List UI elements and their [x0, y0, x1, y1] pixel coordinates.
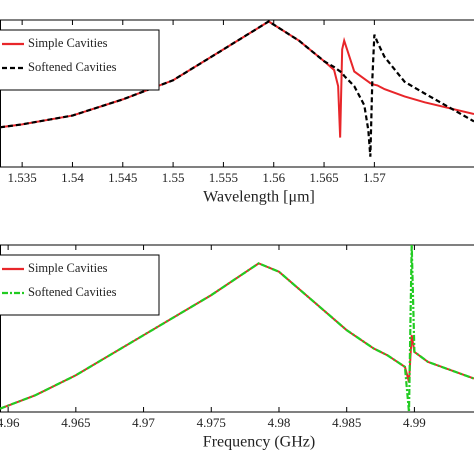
plot-area	[0, 244, 474, 413]
plot-area	[0, 19, 474, 168]
lines	[0, 244, 474, 413]
legend-label: Simple Cavities	[28, 36, 108, 50]
legend-label: Softened Cavities	[28, 285, 117, 299]
x-tick-label: 1.535	[8, 170, 37, 185]
lines	[0, 20, 474, 157]
series-line	[0, 20, 474, 157]
legend-box	[0, 29, 160, 91]
x-tick-label: 4.97	[132, 415, 155, 430]
x-tick-label: 4.985	[332, 415, 361, 430]
x-tick-label: 4.99	[403, 415, 426, 430]
legend-label: Softened Cavities	[28, 60, 117, 74]
x-tick-label: 4.965	[61, 415, 90, 430]
series-line	[0, 244, 474, 413]
x-tick-label: 1.545	[108, 170, 137, 185]
x-tick-label: 4.975	[197, 415, 226, 430]
legend-label: Simple Cavities	[28, 261, 108, 275]
x-axis-label: Wavelength [μm]	[203, 189, 315, 206]
x-tick-label: 1.565	[309, 170, 338, 185]
x-tick-label: 1.555	[209, 170, 238, 185]
x-tick-label: 4.98	[268, 415, 291, 430]
x-tick-label: 4.96	[0, 415, 20, 430]
x-axis-label: Frequency (GHz)	[203, 434, 315, 451]
x-tick-label: 1.57	[363, 170, 386, 185]
legend-box	[0, 254, 160, 316]
x-tick-label: 1.54	[61, 170, 84, 185]
x-tick-label: 1.56	[262, 170, 285, 185]
x-tick-label: 1.55	[162, 170, 185, 185]
